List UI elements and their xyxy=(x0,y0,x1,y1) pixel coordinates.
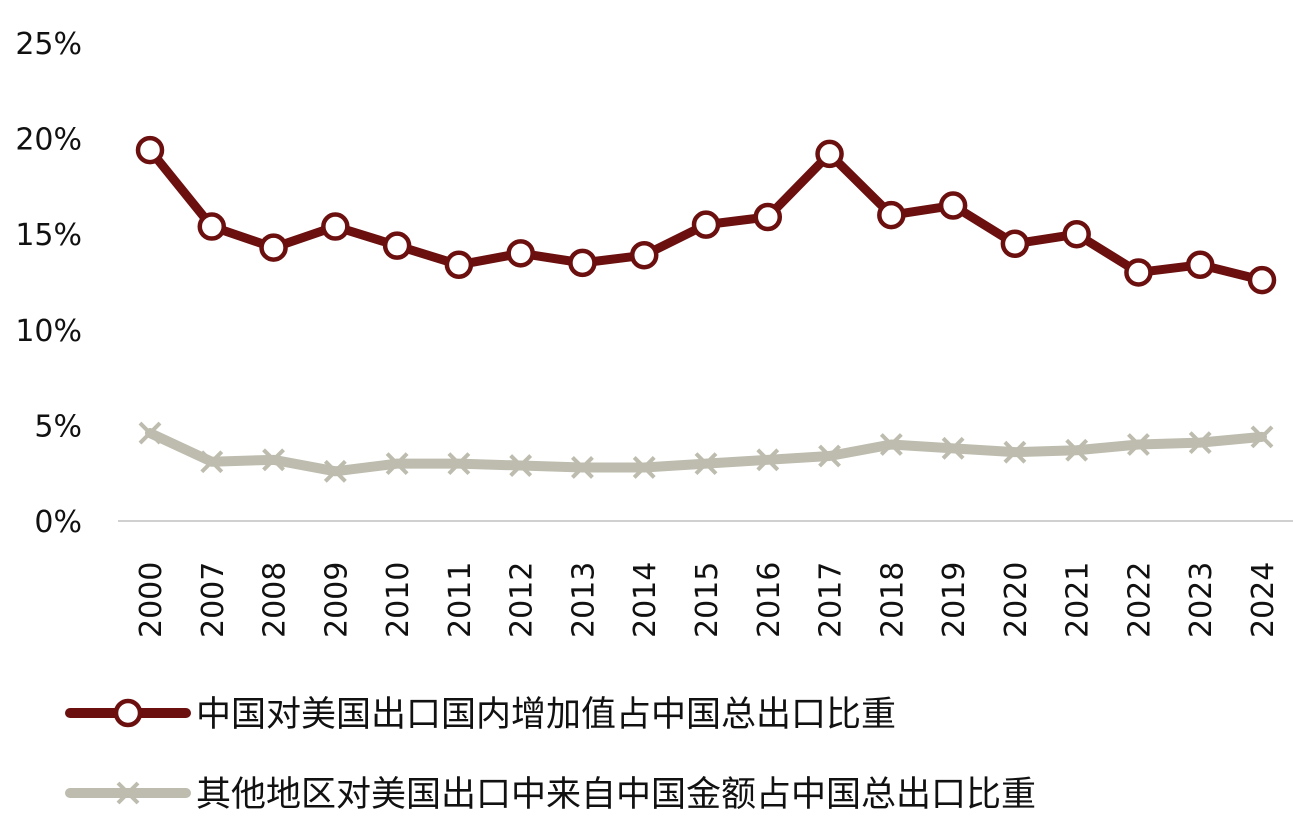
data-point xyxy=(382,231,412,260)
x-tick-label: 2015 xyxy=(690,562,725,638)
x-tick-label: 2019 xyxy=(937,562,972,638)
data-point xyxy=(197,212,227,241)
data-point xyxy=(262,448,285,472)
data-point xyxy=(200,450,224,474)
x-tick-label: 2023 xyxy=(1184,562,1219,638)
y-tick-label: 0% xyxy=(34,505,82,540)
x-tick-label: 2024 xyxy=(1246,562,1281,638)
y-tick-label: 20% xyxy=(15,123,82,158)
legend-label-series-2: 其他地区对美国出口中来自中国金额占中国总出口比重 xyxy=(196,775,1036,815)
data-point xyxy=(568,248,597,278)
legend-item-series-2: 其他地区对美国出口中来自中国金额占中国总出口比重 xyxy=(65,775,1036,815)
data-point xyxy=(1185,250,1215,280)
data-point xyxy=(753,202,783,232)
data-point xyxy=(138,421,162,445)
y-axis-ticks: 0% 5% 10% 15% 20% 25% xyxy=(15,27,82,540)
data-point xyxy=(447,452,471,476)
x-tick-label: 2021 xyxy=(1061,562,1096,638)
data-point xyxy=(694,452,718,476)
legend-item-series-1: 中国对美国出口国内增加值占中国总出口比重 xyxy=(65,695,896,735)
data-point xyxy=(691,210,721,239)
data-point xyxy=(629,240,659,270)
data-point xyxy=(509,454,533,477)
x-tick-label: 2022 xyxy=(1122,562,1157,638)
x-tick-label: 2011 xyxy=(443,562,478,638)
data-point xyxy=(938,191,968,220)
x-tick-label: 2012 xyxy=(505,562,540,638)
data-point xyxy=(1003,440,1027,464)
data-point xyxy=(444,250,474,280)
data-point xyxy=(756,448,780,472)
x-tick-label: 2013 xyxy=(566,562,601,638)
data-point xyxy=(1127,433,1150,456)
y-tick-label: 5% xyxy=(34,409,82,444)
y-tick-label: 10% xyxy=(15,314,82,349)
data-point xyxy=(385,452,409,476)
x-axis-ticks: 2000 2007 2008 2009 2010 2011 2012 2013 2014 2015… xyxy=(134,562,1281,638)
data-point xyxy=(815,139,844,169)
data-point xyxy=(571,456,594,479)
legend-marker-x xyxy=(116,781,140,805)
data-point xyxy=(1124,258,1153,287)
x-tick-label: 2017 xyxy=(814,562,849,638)
legend: 中国对美国出口国内增加值占中国总出口比重 其他地区对美国出口中来自中国金额占中国… xyxy=(65,695,1036,815)
data-point xyxy=(1062,219,1091,249)
data-point xyxy=(879,433,903,456)
x-tick-label: 2018 xyxy=(875,562,910,638)
data-point xyxy=(1250,425,1274,449)
x-tick-label: 2014 xyxy=(628,562,663,638)
x-tick-label: 2000 xyxy=(134,562,169,638)
data-point xyxy=(135,135,165,165)
legend-marker-circle xyxy=(113,698,143,728)
data-point xyxy=(877,200,906,230)
data-point xyxy=(1000,229,1030,259)
x-tick-label: 2007 xyxy=(196,562,231,638)
y-tick-label: 25% xyxy=(15,27,82,62)
x-tick-label: 2009 xyxy=(319,562,354,638)
data-point xyxy=(1247,265,1277,295)
x-tick-label: 2020 xyxy=(999,562,1034,638)
data-point xyxy=(1065,438,1089,462)
x-tick-label: 2008 xyxy=(258,562,293,638)
data-point xyxy=(818,444,841,468)
data-point xyxy=(323,459,347,483)
data-point xyxy=(259,233,288,262)
data-point xyxy=(632,456,656,479)
data-point xyxy=(321,212,350,241)
data-point xyxy=(941,436,965,460)
legend-label-series-1: 中国对美国出口国内增加值占中国总出口比重 xyxy=(196,695,896,735)
data-point xyxy=(506,239,535,268)
data-point xyxy=(1188,431,1212,455)
x-tick-label: 2016 xyxy=(752,562,787,638)
x-tick-label: 2010 xyxy=(381,562,416,638)
series-layer xyxy=(135,135,1277,483)
y-tick-label: 15% xyxy=(15,218,82,253)
